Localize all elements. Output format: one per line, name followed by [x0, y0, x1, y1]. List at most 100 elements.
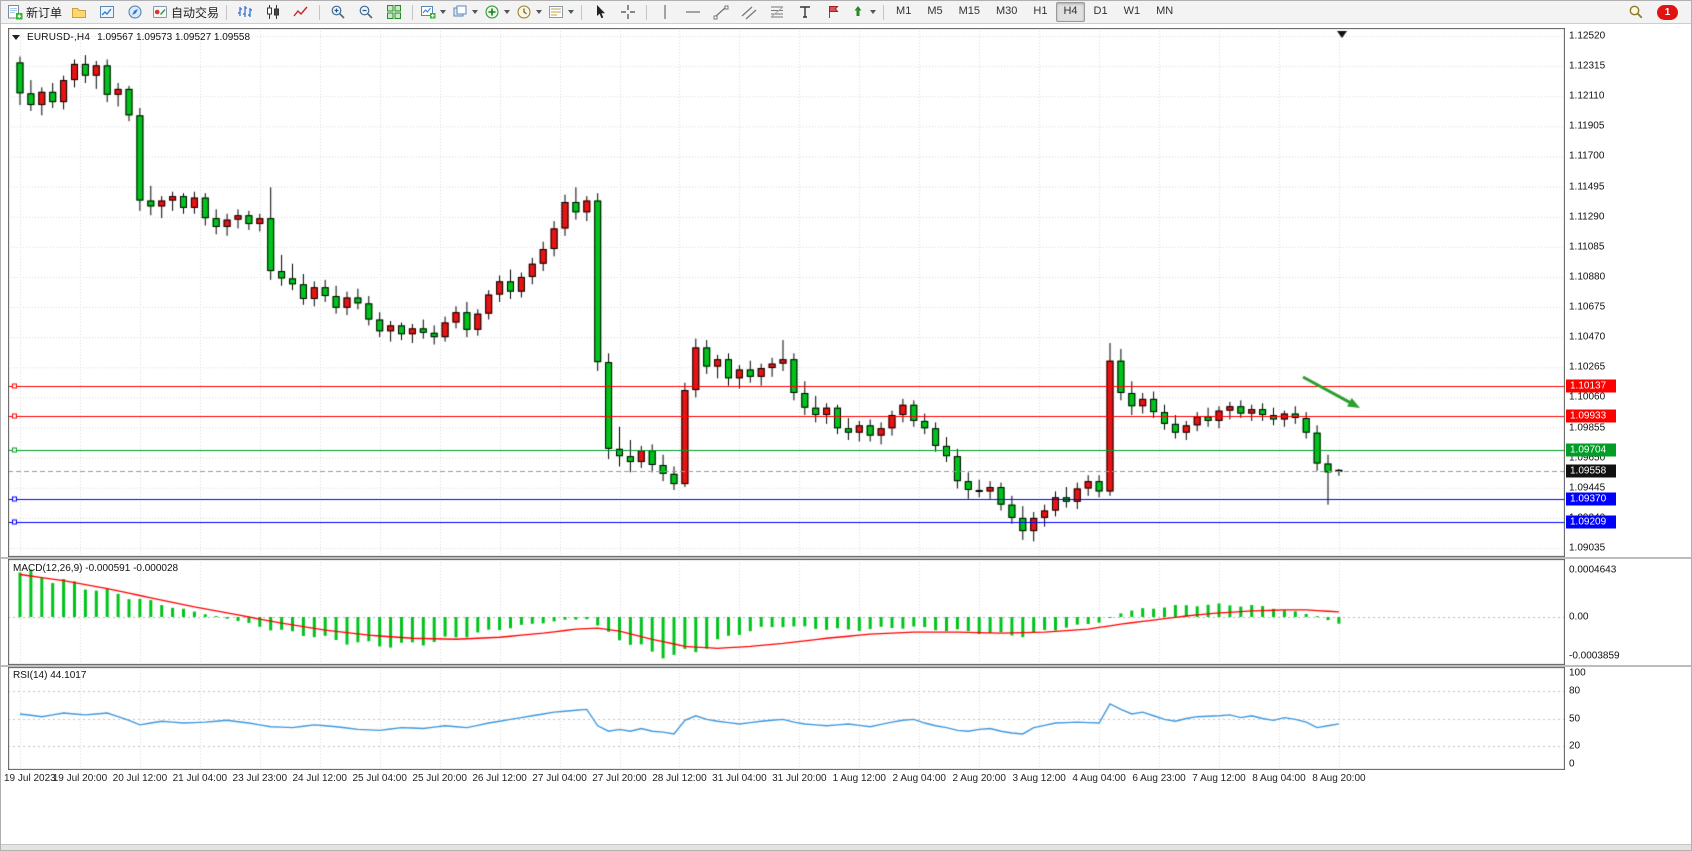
- cursor-button[interactable]: [586, 1, 614, 23]
- price-tick-label: 1.12110: [1569, 90, 1605, 102]
- price-tick-label: 1.09445: [1569, 482, 1606, 494]
- price-tick-label: 1.11905: [1569, 120, 1605, 132]
- chevron-down-icon: [440, 10, 447, 14]
- rsi-panel[interactable]: [8, 667, 1565, 770]
- market-watch-button[interactable]: [93, 1, 121, 23]
- chevron-down-icon: [536, 10, 543, 14]
- trendline-icon: [713, 4, 729, 20]
- crosshair-icon: [620, 4, 636, 20]
- price-chart[interactable]: [8, 28, 1565, 557]
- price-tick-label: 1.10265: [1569, 361, 1606, 373]
- time-tick-label: 26 Jul 12:00: [472, 773, 527, 784]
- time-tick-label: 21 Jul 04:00: [172, 773, 228, 784]
- price-tick-label: 1.11085: [1569, 241, 1605, 253]
- timeframe-button-h1[interactable]: H1: [1033, 5, 1048, 17]
- toolbar-separator: [226, 4, 228, 20]
- indicators-button[interactable]: [481, 1, 513, 23]
- notification-badge[interactable]: 1: [1657, 4, 1678, 20]
- horizontal-line-button[interactable]: [679, 1, 707, 23]
- trendline-button[interactable]: [707, 1, 735, 23]
- price-tick-label: 1.12520: [1569, 30, 1606, 42]
- zoom-in-button[interactable]: [324, 1, 352, 23]
- time-tick-label: 4 Aug 04:00: [1072, 773, 1126, 784]
- channel-button[interactable]: [735, 1, 763, 23]
- cursor-icon: [592, 4, 608, 20]
- rsi-indicator-label: RSI(14) 44.1017: [13, 670, 87, 681]
- timeframe-button-d1[interactable]: D1: [1093, 5, 1108, 17]
- chart-profiles-button[interactable]: [65, 1, 93, 23]
- price-tick-label: 1.11700: [1569, 150, 1605, 162]
- fibonacci-button[interactable]: [763, 1, 791, 23]
- one-click-trading-arrow[interactable]: [12, 35, 20, 40]
- toolbar-separator: [412, 4, 414, 20]
- horizontal-line-icon: [685, 4, 701, 20]
- folder-icon: [71, 4, 87, 20]
- arrows-button[interactable]: [847, 1, 879, 23]
- time-tick-label: 27 Jul 20:00: [592, 773, 647, 784]
- search-button[interactable]: [1622, 1, 1650, 23]
- tile-windows-button[interactable]: [380, 1, 408, 23]
- hline-price-tag: 1.09209: [1566, 515, 1616, 529]
- candlestick-button[interactable]: [259, 1, 287, 23]
- new-chart-button[interactable]: [417, 1, 449, 23]
- toolbar-right-group: 1: [1622, 1, 1688, 23]
- vertical-line-button[interactable]: [651, 1, 679, 23]
- channel-icon: [741, 4, 757, 20]
- toolbar-separator: [319, 4, 321, 20]
- new-chart-icon: [420, 4, 436, 20]
- text-icon: [797, 4, 813, 20]
- macd-panel[interactable]: [8, 559, 1565, 665]
- toolbar-left-group: 新订单 自动交易: [4, 1, 888, 23]
- text-button[interactable]: [791, 1, 819, 23]
- time-tick-label: 1 Aug 12:00: [832, 773, 886, 784]
- new-order-button-label: 新订单: [26, 5, 63, 20]
- search-icon: [1629, 5, 1643, 19]
- macd-indicator-label: MACD(12,26,9) -0.000591 -0.000028: [13, 563, 179, 574]
- rsi-tick-label: 80: [1569, 685, 1581, 697]
- time-tick-label: 28 Jul 12:00: [652, 773, 707, 784]
- profiles-button[interactable]: [449, 1, 481, 23]
- toolbar-separator: [646, 4, 648, 20]
- price-tick-label: 1.09035: [1569, 542, 1606, 554]
- label-button[interactable]: [819, 1, 847, 23]
- toolbar-separator: [883, 4, 885, 20]
- new-order-button[interactable]: 新订单: [4, 1, 65, 23]
- navigator-button[interactable]: [121, 1, 149, 23]
- line-chart-icon: [293, 4, 309, 20]
- time-tick-label: 19 Jul 2023: [4, 773, 56, 784]
- timeframe-button-m1[interactable]: M1: [896, 5, 912, 17]
- time-tick-label: 24 Jul 12:00: [292, 773, 348, 784]
- toolbar: 新订单 自动交易 M1 M5 M15 M30 H1 H4 D1 W1 MN 1: [1, 1, 1691, 24]
- bar-chart-button[interactable]: [231, 1, 259, 23]
- time-tick-label: 6 Aug 23:00: [1132, 773, 1186, 784]
- timeframe-button-m15[interactable]: M15: [958, 5, 980, 17]
- zoom-out-button[interactable]: [352, 1, 380, 23]
- macd-tick-label: 0.0004643: [1569, 564, 1617, 576]
- macd-tick-label: 0.00: [1569, 611, 1589, 623]
- market-watch-icon: [99, 4, 115, 20]
- timeframe-button-w1[interactable]: W1: [1123, 5, 1141, 17]
- chevron-down-icon: [870, 10, 877, 14]
- rsi-tick-label: 20: [1569, 740, 1581, 752]
- timeframe-button-m30[interactable]: M30: [996, 5, 1018, 17]
- timeframe-button-m5[interactable]: M5: [927, 5, 943, 17]
- timeframe-button-h4[interactable]: H4: [1056, 2, 1085, 22]
- periods-button[interactable]: [513, 1, 545, 23]
- templates-button[interactable]: [545, 1, 577, 23]
- autotrading-button[interactable]: 自动交易: [149, 1, 222, 23]
- clock-icon: [516, 4, 532, 20]
- label-icon: [825, 4, 841, 20]
- time-tick-label: 27 Jul 04:00: [532, 773, 587, 784]
- crosshair-button[interactable]: [614, 1, 642, 23]
- chevron-down-icon: [568, 10, 575, 14]
- time-tick-label: 19 Jul 20:00: [52, 773, 108, 784]
- price-tick-label: 1.09855: [1569, 422, 1606, 434]
- panel-splitter[interactable]: [1, 665, 1691, 667]
- panel-splitter[interactable]: [1, 557, 1691, 559]
- time-tick-label: 8 Aug 04:00: [1252, 773, 1306, 784]
- line-chart-button[interactable]: [287, 1, 315, 23]
- price-tick-label: 1.11495: [1569, 181, 1605, 193]
- time-tick-label: 20 Jul 12:00: [112, 773, 168, 784]
- timeframe-button-mn[interactable]: MN: [1156, 5, 1174, 17]
